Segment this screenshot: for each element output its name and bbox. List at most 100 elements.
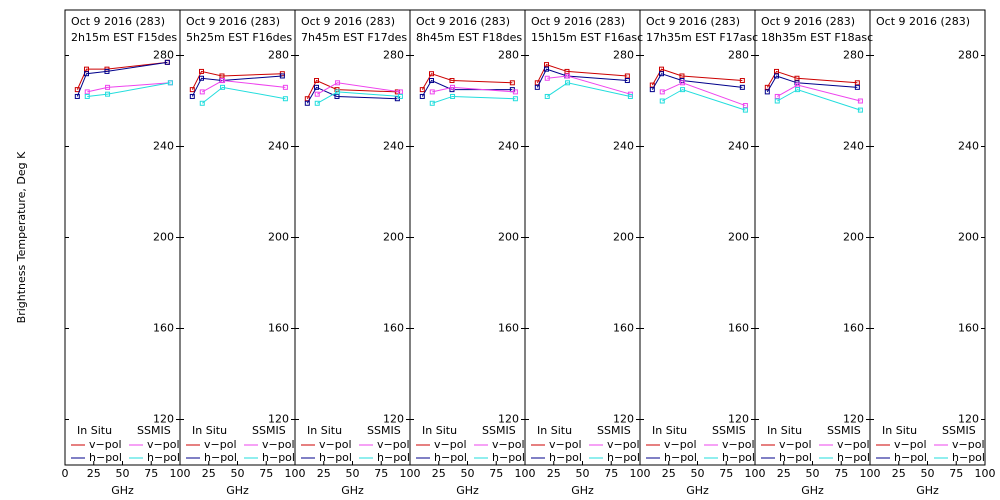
legend-label: v−pol bbox=[319, 438, 352, 451]
legend-label: v−pol bbox=[147, 438, 180, 451]
data-point bbox=[74, 87, 80, 93]
x-tick-label: 100 bbox=[860, 467, 881, 480]
legend-title: In Situ bbox=[537, 424, 572, 437]
legend-label: h−pol bbox=[89, 451, 122, 464]
series-line bbox=[651, 73, 743, 90]
series-line bbox=[191, 75, 283, 97]
y-tick-label: 160 bbox=[843, 322, 864, 335]
x-tick-label: 100 bbox=[400, 467, 421, 480]
y-tick-label: 240 bbox=[958, 140, 979, 153]
data-point bbox=[167, 80, 173, 86]
data-point bbox=[512, 96, 518, 102]
legend-label: v−pol bbox=[549, 438, 582, 451]
x-tick-label: 25 bbox=[892, 467, 906, 480]
data-point bbox=[624, 78, 630, 84]
data-point bbox=[219, 73, 225, 79]
x-axis-label: GHz bbox=[916, 484, 939, 497]
y-tick-label: 160 bbox=[613, 322, 634, 335]
x-tick-label: 25 bbox=[547, 467, 561, 480]
data-point bbox=[854, 80, 860, 86]
y-tick-label: 200 bbox=[268, 231, 289, 244]
y-tick-label: 160 bbox=[153, 322, 174, 335]
data-point bbox=[429, 78, 435, 84]
panel-subtitle: 17h35m EST F17asc bbox=[646, 31, 758, 44]
x-tick-label: 75 bbox=[374, 467, 388, 480]
legend-label: v−pol bbox=[894, 438, 927, 451]
y-tick-label: 160 bbox=[383, 322, 404, 335]
data-point bbox=[199, 100, 205, 106]
data-point bbox=[282, 84, 288, 90]
data-point bbox=[565, 73, 571, 79]
series-line bbox=[76, 61, 168, 90]
legend-label: h−pol bbox=[894, 451, 927, 464]
data-point bbox=[857, 98, 863, 104]
y-tick-label: 240 bbox=[383, 140, 404, 153]
series-line bbox=[306, 86, 398, 104]
y-tick-label: 280 bbox=[153, 49, 174, 62]
data-point bbox=[774, 98, 780, 104]
y-tick-label: 200 bbox=[613, 231, 634, 244]
panel-title: Oct 9 2016 (283) bbox=[531, 15, 625, 28]
legend-title: SSMIS bbox=[597, 424, 631, 437]
data-point bbox=[649, 87, 655, 93]
panel-subtitle: 2h15m EST F15des bbox=[71, 31, 177, 44]
y-tick-label: 280 bbox=[843, 49, 864, 62]
panel-title: Oct 9 2016 (283) bbox=[416, 15, 510, 28]
legend-title: In Situ bbox=[307, 424, 342, 437]
x-tick-label: 75 bbox=[719, 467, 733, 480]
data-point bbox=[564, 68, 570, 74]
data-point bbox=[680, 87, 686, 93]
x-tick-label: 50 bbox=[921, 467, 935, 480]
x-tick-label: 100 bbox=[630, 467, 651, 480]
y-tick-label: 240 bbox=[268, 140, 289, 153]
legend-title: In Situ bbox=[192, 424, 227, 437]
panel-subtitle: 7h45m EST F17des bbox=[301, 31, 407, 44]
data-point bbox=[774, 68, 780, 74]
panel-subtitle: 15h15m EST F16asc bbox=[531, 31, 643, 44]
panel-title: Oct 9 2016 (283) bbox=[71, 15, 165, 28]
y-tick-label: 240 bbox=[613, 140, 634, 153]
series-line bbox=[766, 70, 858, 88]
data-point bbox=[314, 91, 320, 97]
legend-label: v−pol bbox=[377, 438, 410, 451]
y-tick-label: 280 bbox=[383, 49, 404, 62]
data-point bbox=[429, 71, 435, 77]
data-point bbox=[419, 93, 425, 99]
legend-title: In Situ bbox=[767, 424, 802, 437]
x-tick-label: 50 bbox=[461, 467, 475, 480]
x-tick-label: 75 bbox=[489, 467, 503, 480]
series-line bbox=[662, 82, 746, 107]
legend-label: h−pol bbox=[377, 451, 410, 464]
y-tick-label: 200 bbox=[843, 231, 864, 244]
legend-label: h−pol bbox=[262, 451, 295, 464]
data-point bbox=[314, 84, 320, 90]
data-point bbox=[199, 68, 205, 74]
x-tick-label: 25 bbox=[432, 467, 446, 480]
legend-label: v−pol bbox=[434, 438, 467, 451]
y-tick-label: 160 bbox=[498, 322, 519, 335]
data-point bbox=[857, 107, 863, 113]
data-point bbox=[739, 84, 745, 90]
data-point bbox=[334, 93, 340, 99]
series-line bbox=[546, 82, 631, 97]
data-point bbox=[282, 96, 288, 102]
x-tick-label: 75 bbox=[144, 467, 158, 480]
data-point bbox=[764, 84, 770, 90]
x-tick-label: 50 bbox=[576, 467, 590, 480]
data-point bbox=[659, 89, 665, 95]
series-line bbox=[777, 84, 861, 102]
data-point bbox=[220, 84, 226, 90]
legend-label: h−pol bbox=[549, 451, 582, 464]
series-line bbox=[306, 79, 398, 99]
y-tick-label: 280 bbox=[613, 49, 634, 62]
data-point bbox=[220, 78, 226, 84]
panel-title: Oct 9 2016 (283) bbox=[761, 15, 855, 28]
x-tick-label: 25 bbox=[317, 467, 331, 480]
x-tick-label: 100 bbox=[285, 467, 306, 480]
series-line bbox=[432, 95, 516, 104]
x-tick-label: 50 bbox=[691, 467, 705, 480]
x-tick-label: 50 bbox=[116, 467, 130, 480]
series-line bbox=[201, 86, 286, 104]
x-tick-label: 25 bbox=[662, 467, 676, 480]
data-point bbox=[659, 66, 665, 72]
